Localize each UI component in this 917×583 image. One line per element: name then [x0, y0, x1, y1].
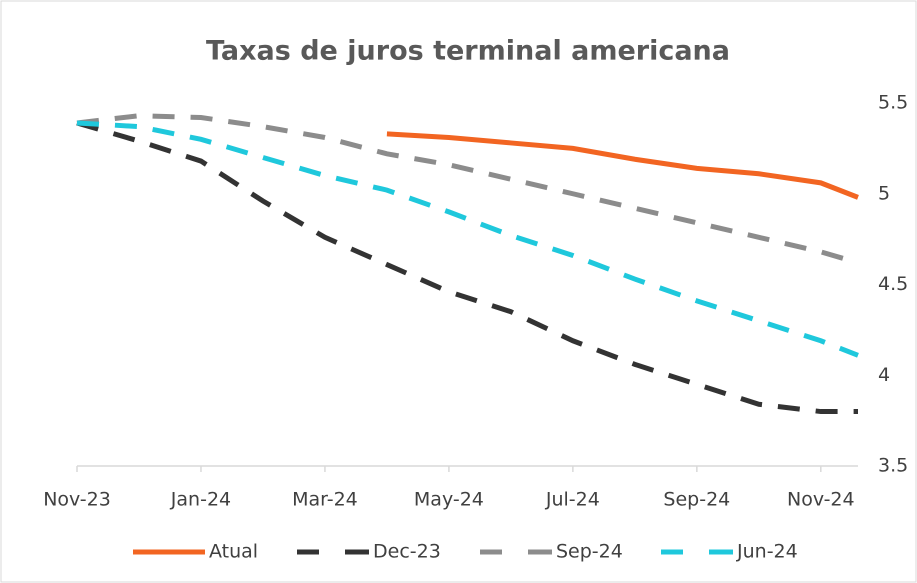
- y-tick-label: 4: [878, 364, 890, 386]
- legend-label: Sep-24: [556, 541, 623, 563]
- series-line: [76, 120, 859, 358]
- x-tick-label: May-24: [414, 489, 484, 511]
- x-tick-label: Mar-24: [292, 489, 358, 511]
- x-tick-label: Nov-24: [787, 489, 855, 511]
- legend-label: Dec-23: [373, 541, 441, 563]
- x-tick-label: Jul-24: [545, 489, 600, 511]
- chart-title: Taxas de juros terminal americana: [206, 36, 730, 67]
- x-tick-label: Sep-24: [663, 489, 730, 511]
- y-tick-label: 4.5: [878, 273, 908, 295]
- series-line: [76, 113, 859, 266]
- series-line: [386, 131, 859, 200]
- legend-label: Atual: [209, 541, 258, 563]
- y-tick-label: 3.5: [878, 455, 908, 477]
- y-tick-label: 5: [878, 182, 890, 204]
- legend-label: Jun-24: [736, 541, 798, 563]
- y-tick-label: 5.5: [878, 92, 908, 114]
- series-line: [76, 120, 858, 415]
- x-tick-label: Jan-24: [170, 489, 231, 511]
- x-tick-label: Nov-23: [43, 489, 111, 511]
